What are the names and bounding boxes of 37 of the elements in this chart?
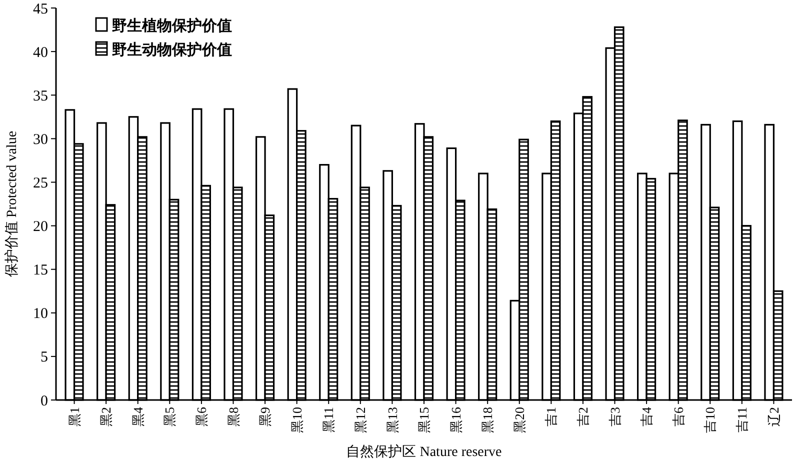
x-tick-label: 黑6: [194, 406, 209, 426]
x-axis-title: 自然保护区 Nature reserve: [346, 444, 502, 460]
y-tick-label: 40: [33, 44, 48, 61]
y-tick-label: 0: [40, 393, 48, 410]
y-tick-label: 25: [33, 175, 48, 192]
x-tick-label: 黑12: [352, 407, 368, 433]
x-tick-label: 黑15: [416, 407, 432, 433]
x-tick-label: 黑10: [289, 407, 304, 433]
y-tick-label: 20: [33, 219, 48, 236]
x-tick-label: 黑18: [480, 407, 496, 433]
legend-label: 野生动物保护价值: [112, 40, 232, 58]
x-tick-label: 辽2: [766, 407, 782, 426]
y-axis-title: 保护价值 Protected value: [4, 130, 20, 278]
x-tick-label: 黑20: [512, 407, 527, 433]
x-tick-label: 黑8: [226, 407, 241, 426]
x-tick-label: 黑9: [258, 407, 273, 426]
x-tick-label: 黑16: [448, 406, 464, 433]
x-tick-label: 黑4: [130, 406, 146, 426]
x-tick-label: 吉4: [639, 406, 654, 426]
x-tick-label: 吉6: [670, 406, 686, 426]
y-tick-label: 45: [33, 1, 48, 18]
x-tick-label: 黑1: [66, 407, 82, 426]
y-tick-label: 30: [33, 132, 48, 148]
x-tick-label: 黑11: [321, 407, 336, 433]
x-tick-label: 吉3: [607, 407, 622, 426]
y-tick-label: 15: [33, 262, 48, 279]
x-tick-label: 吉1: [544, 407, 559, 426]
legend-label: 野生植物保护价值: [112, 16, 232, 34]
x-tick-label: 吉10: [702, 407, 718, 433]
y-tick-label: 5: [40, 350, 48, 366]
x-tick-label: 黑2: [98, 407, 114, 426]
x-tick-label: 吉2: [576, 407, 591, 426]
y-tick-label: 35: [33, 88, 48, 104]
x-tick-label: 吉11: [734, 407, 750, 433]
y-tick-label: 10: [33, 306, 48, 322]
x-tick-label: 黑13: [384, 407, 400, 433]
x-tick-label: 黑5: [162, 407, 178, 426]
